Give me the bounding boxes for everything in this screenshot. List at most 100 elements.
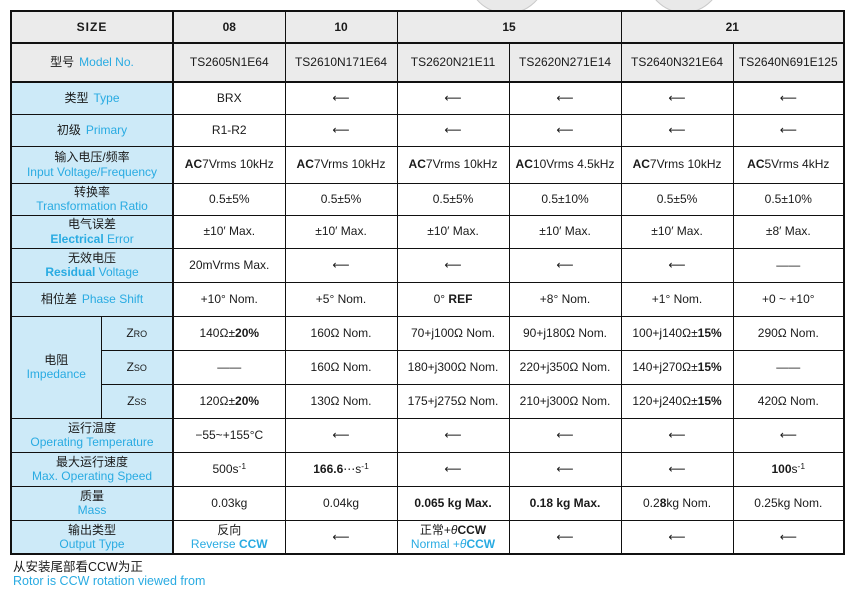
- spec-cell: 0.25kg Nom.: [732, 485, 845, 521]
- model-cell: TS2605N1E64: [172, 42, 286, 83]
- spec-cell: 210+j300Ω Nom.: [508, 383, 622, 419]
- spec-cell: +1° Nom.: [620, 281, 734, 317]
- arrow-cell: ⟵: [396, 451, 510, 487]
- spec-cell: AC7Vrms 10kHz: [396, 145, 510, 184]
- label-en: Model No.: [79, 55, 134, 70]
- arrow-cell: ⟵: [396, 81, 510, 115]
- label-zh: 相位差: [40, 291, 77, 306]
- spec-cell: 166.6⋯s-1: [284, 451, 398, 487]
- spec-cell: 70+j100Ω Nom.: [396, 315, 510, 351]
- size-21-header: 21: [620, 10, 845, 44]
- row-label-input-voltage: 输入电压/频率 Input Voltage/Frequency: [10, 145, 175, 184]
- row-impedance-zss: ZSS 120Ω±20% 130Ω Nom. 175+j275Ω Nom. 21…: [11, 383, 845, 419]
- size-10-header: 10: [284, 10, 398, 44]
- row-residual-voltage: 无效电压 Residual Voltage 20mVrms Max. ⟵ ⟵ ⟵…: [10, 247, 845, 283]
- arrow-cell: ⟵: [732, 113, 845, 147]
- row-size-header: SIZE 08 10 15 21: [10, 10, 845, 44]
- arrow-cell: ⟵: [732, 519, 845, 555]
- label-en: Max. Operating Speed: [31, 469, 153, 483]
- model-cell: TS2620N21E11: [396, 42, 510, 83]
- spec-cell: +10° Nom.: [172, 281, 286, 317]
- arrow-cell: ⟵: [732, 81, 845, 115]
- spec-cell: BRX: [172, 81, 286, 115]
- spec-cell: ±10′ Max.: [396, 214, 510, 249]
- row-mass: 质量 Mass 0.03kg 0.04kg 0.065 kg Max. 0.18…: [10, 485, 845, 521]
- label-zh: 型号: [50, 55, 75, 70]
- arrow-cell: ⟵: [284, 81, 398, 115]
- spec-cell: R1-R2: [172, 113, 286, 147]
- spec-cell: 420Ω Nom.: [732, 383, 845, 419]
- spec-cell: AC7Vrms 10kHz: [620, 145, 734, 184]
- row-label-primary: 初级 Primary: [10, 113, 175, 147]
- spec-cell: +5° Nom.: [284, 281, 398, 317]
- arrow-cell: ⟵: [620, 113, 734, 147]
- spec-cell: 100s-1: [732, 451, 845, 487]
- arrow-cell: ⟵: [508, 417, 622, 453]
- spec-cell: 0° REF: [396, 281, 510, 317]
- spec-cell: 正常+θCCW Normal +θCCW: [396, 519, 510, 555]
- spec-cell: 0.18 kg Max.: [508, 485, 622, 521]
- spec-cell: AC10Vrms 4.5kHz: [508, 145, 622, 184]
- arrow-cell: ⟵: [508, 113, 622, 147]
- footnote-en: Rotor is CCW rotation viewed from: [13, 574, 206, 588]
- spec-cell: 290Ω Nom.: [732, 315, 845, 351]
- arrow-cell: ⟵: [284, 519, 398, 555]
- label-en: Mass: [77, 503, 107, 517]
- spec-cell: 140Ω±20%: [172, 315, 286, 351]
- spec-cell: AC5Vrms 4kHz: [732, 145, 845, 184]
- spec-cell: 0.5±5%: [172, 182, 286, 216]
- arrow-cell: ⟵: [620, 519, 734, 555]
- spec-cell: ±10′ Max.: [508, 214, 622, 249]
- label-zh: 电气误差: [68, 217, 117, 232]
- label-en: Residual Voltage: [45, 265, 139, 279]
- spec-cell: 反向 Reverse CCW: [172, 519, 286, 555]
- spec-cell: −55~+155°C: [172, 417, 286, 453]
- label-zh: 最大运行速度: [56, 454, 129, 469]
- label-en: Electrical Error: [50, 231, 134, 246]
- spec-cell: 175+j275Ω Nom.: [396, 383, 510, 419]
- spec-cell: 0.5±5%: [620, 182, 734, 216]
- spec-cell: 120Ω±20%: [172, 383, 286, 419]
- label-zh: 输入电压/频率: [54, 150, 130, 165]
- row-label-model-no: 型号 Model No.: [10, 42, 175, 83]
- model-cell: TS2640N691E125: [732, 42, 845, 83]
- label-zh: 质量: [80, 488, 105, 503]
- resolver-spec-table: SIZE 08 10 15 21 型号 Model No. TS2605N1E64…: [10, 10, 846, 555]
- size-15-header: 15: [396, 10, 622, 44]
- label-en: Transformation Ratio: [36, 199, 148, 213]
- spec-cell: 0.5±10%: [508, 182, 622, 216]
- row-label-residual-voltage: 无效电压 Residual Voltage: [10, 247, 175, 283]
- row-operating-temperature: 运行温度 Operating Temperature −55~+155°C ⟵ …: [10, 417, 845, 453]
- spec-cell: 90+j180Ω Nom.: [508, 315, 622, 351]
- spec-cell: 0.5±5%: [396, 182, 510, 216]
- arrow-cell: ⟵: [620, 417, 734, 453]
- arrow-cell: ⟵: [508, 247, 622, 283]
- spec-cell: 120+j240Ω±15%: [620, 383, 734, 419]
- label-en: Output Type: [59, 536, 125, 551]
- arrow-cell: ⟵: [396, 247, 510, 283]
- spec-cell: 0.5±10%: [732, 182, 845, 216]
- spec-cell: +0 ~ +10°: [732, 281, 845, 317]
- arrow-cell: ⟵: [508, 519, 622, 555]
- row-label-transformation-ratio: 转换率 Transformation Ratio: [10, 182, 175, 216]
- row-phase-shift: 相位差 Phase Shift +10° Nom. +5° Nom. 0° REF…: [10, 281, 845, 317]
- spec-cell: 0.5±5%: [284, 182, 398, 216]
- spec-cell: AC7Vrms 10kHz: [284, 145, 398, 184]
- label-en: Impedance: [26, 367, 86, 381]
- arrow-cell: ⟵: [508, 451, 622, 487]
- spec-cell: 180+j300Ω Nom.: [396, 349, 510, 385]
- row-model-no: 型号 Model No. TS2605N1E64 TS2610N171E64 TS…: [10, 42, 845, 83]
- label-en: Primary: [85, 122, 128, 137]
- size-header-label: SIZE: [10, 10, 175, 44]
- label-zh: 运行温度: [68, 420, 117, 435]
- arrow-cell: ⟵: [508, 81, 622, 115]
- spec-cell: 100+j140Ω±15%: [620, 315, 734, 351]
- spec-cell: ±10′ Max.: [172, 214, 286, 249]
- arrow-cell: ⟵: [284, 113, 398, 147]
- row-electrical-error: 电气误差 Electrical Error ±10′ Max. ±10′ Max…: [10, 214, 845, 249]
- spec-cell: 160Ω Nom.: [284, 349, 398, 385]
- spec-cell: 0.04kg: [284, 485, 398, 521]
- row-label-operating-temperature: 运行温度 Operating Temperature: [10, 417, 175, 453]
- spec-cell: AC7Vrms 10kHz: [172, 145, 286, 184]
- row-impedance-zro: 电阻 Impedance ZRO 140Ω±20% 160Ω Nom. 70+j…: [10, 315, 845, 419]
